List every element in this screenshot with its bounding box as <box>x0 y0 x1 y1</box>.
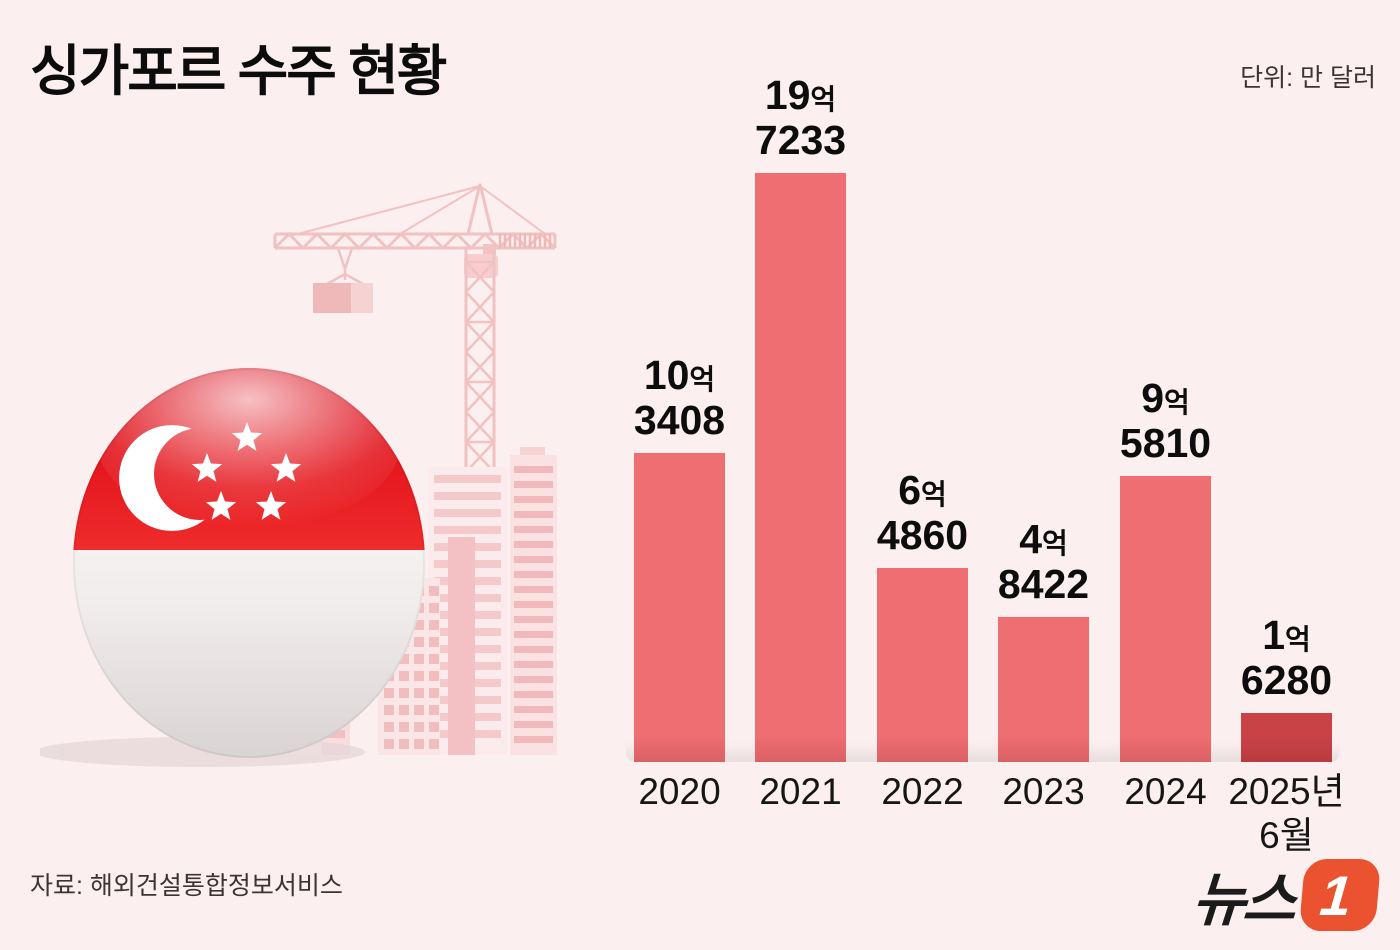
x-axis-label-2023: 2023 <box>1002 771 1085 812</box>
singapore-flag-icon <box>73 368 425 758</box>
bar-value-label: 9억 5810 <box>1119 374 1212 466</box>
bar-2024 <box>1120 476 1211 762</box>
bar-2023 <box>998 617 1089 762</box>
x-axis-label-2024: 2024 <box>1124 771 1207 812</box>
unit-label: 단위: 만 달러 <box>1240 64 1376 92</box>
news1-logo-text: 뉴스 <box>1190 868 1296 933</box>
bar-2022 <box>877 568 968 762</box>
source-label: 자료: 해외건설통합정보서비스 <box>30 872 343 900</box>
bar-2025년 <box>1241 713 1332 762</box>
bar-value-label: 1억 6280 <box>1240 611 1333 703</box>
news1-logo-badge: 1 <box>1298 859 1382 931</box>
bar-value-label: 6억 4860 <box>876 466 969 558</box>
x-axis-label-2020: 2020 <box>638 771 721 812</box>
x-axis-label-2022: 2022 <box>881 771 964 812</box>
x-axis-label-2021: 2021 <box>759 771 842 812</box>
bar-value-label: 19억 7233 <box>754 71 847 163</box>
bar-2020 <box>634 453 725 762</box>
tower-crane-icon <box>273 183 557 755</box>
news1-logo-number: 1 <box>1317 863 1355 927</box>
page-title: 싱가포르 수주 현황 <box>30 40 447 102</box>
bar-2021 <box>755 173 846 762</box>
x-axis-label-2025년: 2025년 6월 <box>1228 771 1345 856</box>
baseline-shadow <box>626 741 1340 762</box>
news1-logo: 뉴스 1 <box>1190 855 1382 935</box>
bar-value-label: 10억 3408 <box>633 351 726 443</box>
bar-value-label: 4억 8422 <box>997 515 1090 607</box>
construction-illustration <box>40 183 557 767</box>
